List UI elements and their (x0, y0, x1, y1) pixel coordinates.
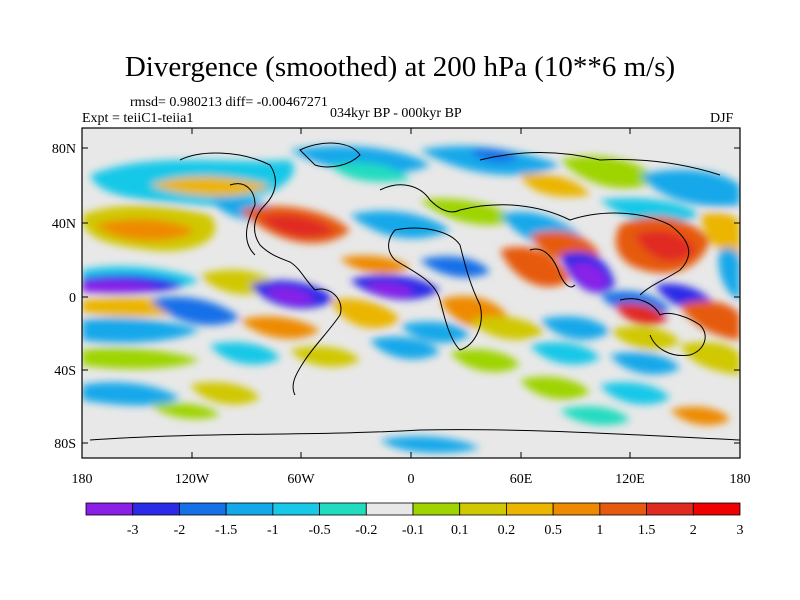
lat-tick-label: 80S (54, 437, 76, 452)
lat-axis: 80N 40N 0 40S 80S (52, 142, 740, 452)
map-title: Divergence (smoothed) at 200 hPa (10**6 … (124, 51, 676, 83)
colorbar-swatch (179, 502, 227, 516)
colorbar-swatch (552, 502, 601, 516)
colorbar-swatch (692, 502, 741, 516)
colorbar-label: 0.2 (498, 523, 516, 538)
lat-tick-label: 80N (52, 142, 76, 157)
lon-axis: 180 120W 60W 0 60E 120E 180 (72, 128, 751, 487)
colorbar-label: -2 (174, 523, 186, 538)
period-label: 034kyr BP - 000kyr BP (330, 106, 462, 121)
colorbar-swatch (412, 502, 461, 516)
colorbar-swatch (646, 502, 694, 516)
colorbar-swatch (132, 502, 180, 516)
colorbar-label: 3 (737, 523, 744, 538)
colorbar-label: -1.5 (215, 523, 237, 538)
colorbar-swatch (506, 502, 554, 516)
lon-tick-label: 180 (72, 472, 93, 487)
colorbar-label: -0.1 (402, 523, 424, 538)
experiment-label: Expt = teiiC1-teiia1 (82, 111, 194, 126)
colorbar-swatch (459, 502, 507, 516)
lon-tick-label: 180 (730, 472, 751, 487)
colorbar-label: -0.5 (308, 523, 330, 538)
season-label: DJF (710, 111, 734, 126)
colorbar-label: 2 (690, 523, 697, 538)
colorbar-swatch (599, 502, 647, 516)
stats-line: rmsd= 0.980213 diff= -0.00467271 (130, 95, 328, 110)
lat-tick-label: 0 (69, 291, 76, 306)
divergence-field (82, 128, 740, 458)
colorbar-label: 1.5 (638, 523, 656, 538)
lon-tick-label: 0 (408, 472, 415, 487)
lon-tick-label: 120E (615, 472, 645, 487)
lon-tick-label: 60E (510, 472, 533, 487)
colorbar-label: -1 (267, 523, 279, 538)
colorbar-label: 1 (596, 523, 603, 538)
lat-tick-label: 40N (52, 217, 76, 232)
colorbar-swatch (319, 502, 367, 516)
colorbar: -3 -2 -1.5 -1 -0.5 -0.2 -0.1 0.1 0.2 0.5 1 1.5 2 3 (85, 502, 744, 538)
colorbar-swatch (225, 502, 274, 516)
colorbar-swatch (85, 502, 134, 516)
colorbar-label: 0.1 (451, 523, 469, 538)
colorbar-swatch (365, 502, 414, 516)
lat-tick-label: 40S (54, 364, 76, 379)
colorbar-label: 0.5 (544, 523, 562, 538)
colorbar-label: -0.2 (355, 523, 377, 538)
coastlines (89, 142, 740, 441)
lon-tick-label: 60W (287, 472, 315, 487)
lon-tick-label: 120W (175, 472, 210, 487)
colorbar-swatch (272, 502, 320, 516)
colorbar-label: -3 (127, 523, 139, 538)
